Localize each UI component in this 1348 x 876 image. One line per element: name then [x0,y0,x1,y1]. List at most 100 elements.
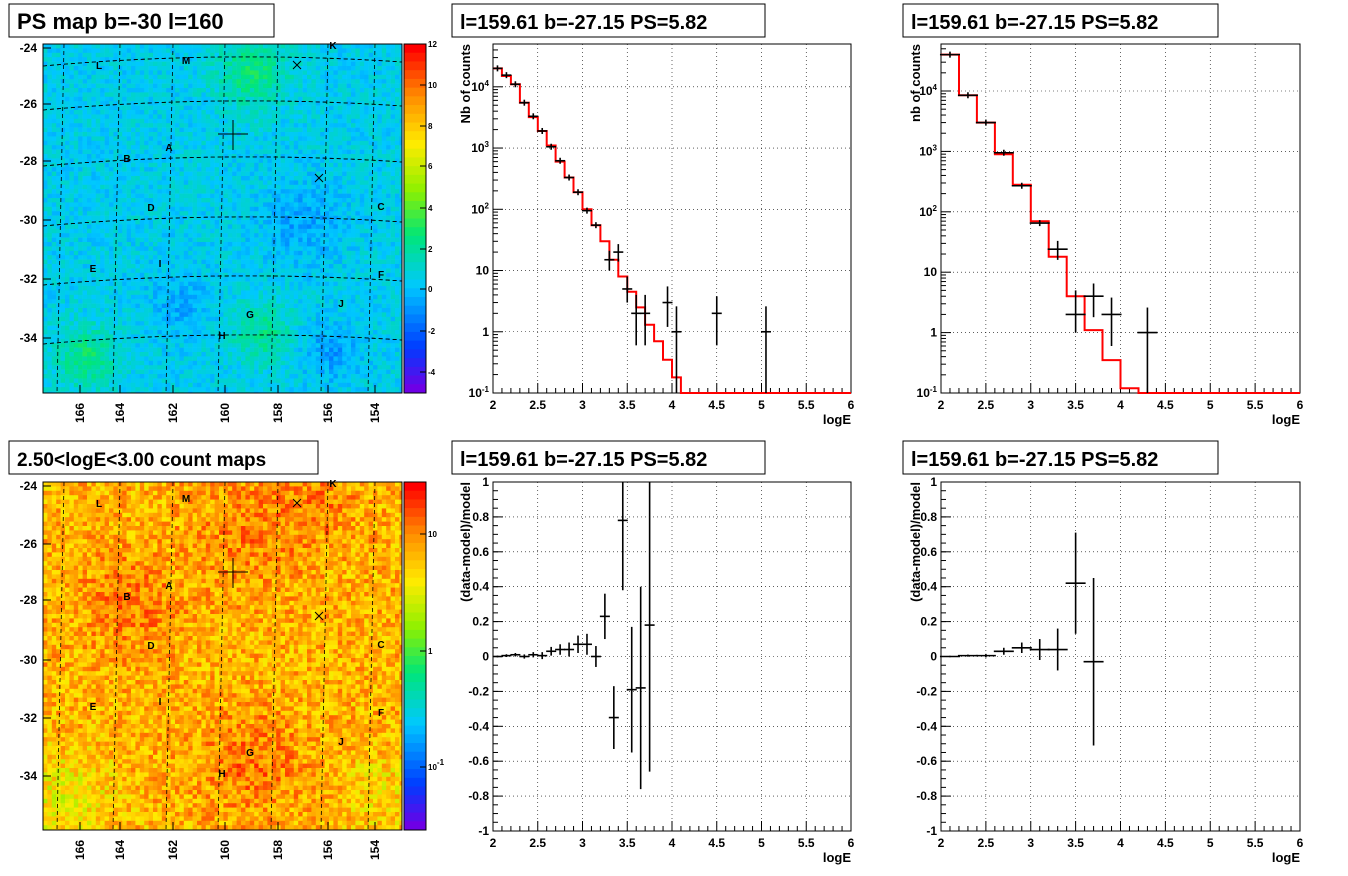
ps_map-pixel [43,206,48,212]
ps_map-pixel [179,110,185,115]
ps_map-pixel [263,162,268,168]
ps_map-pixel [192,281,198,287]
ps_map-pixel [271,250,277,256]
ps_map-pixel [271,215,277,221]
ps_map-pixel [60,211,66,216]
ps_map-pixel [245,123,251,128]
ps_map-pixel [223,334,229,340]
ps_map-pixel [91,96,97,102]
ps_map-pixel [280,79,286,84]
ps_map-pixel [73,365,79,370]
ps_map-pixel [227,215,233,221]
ps_map-pixel [227,299,233,304]
ps_map-pixel [166,242,171,247]
ps_map-pixel [192,149,198,155]
ps_map-pixel [56,158,61,164]
ps_map-pixel [258,268,264,274]
ps_map-pixel [267,74,273,80]
ps_map-pixel [161,74,167,80]
ps_map-pixel [249,334,255,340]
ps_map-pixel [197,114,202,120]
ps_map-pixel [122,48,127,54]
ps_map-pixel [51,299,57,304]
ps_map-pixel [241,303,246,309]
ps_map-pixel [232,211,237,216]
ps_map-pixel [245,220,251,225]
ps_map-pixel [271,360,277,366]
ps_map-pixel [95,202,101,208]
ps_map-pixel [122,369,127,375]
ps_map-pixel [113,281,119,287]
ps_map-pixel [201,365,207,370]
ps_map-pixel [87,96,92,102]
ps_map-pixel [144,180,149,186]
ps_map-pixel [210,149,215,155]
ps_map-pixel [47,281,53,287]
ps_map-pixel [135,330,141,335]
ps_map-pixel [201,176,207,181]
ps_map-pixel [192,105,198,111]
ps_map-pixel [249,180,255,186]
ps_map-pixel [232,281,237,287]
ps_map-pixel [95,70,101,76]
ps_map-pixel [144,303,149,309]
ps_map-pixel [47,193,53,199]
ps_map-pixel [241,224,246,230]
ps_map-pixel [311,255,317,260]
ps_map-pixel [197,74,202,80]
ps_map-pixel [166,132,171,137]
ps_map-pixel [166,114,171,120]
ps_map-pixel [78,158,83,164]
ps_map-pixel [157,303,163,309]
ps_map-pixel [271,330,277,335]
ps_map-pixel [65,312,70,318]
ps_map-pixel [175,132,180,137]
ps_map-pixel [82,61,88,67]
ps_map-pixel [183,57,189,62]
ps_map-pixel [135,334,141,340]
ps_map-pixel [113,193,119,199]
ps_map-pixel [78,88,83,93]
ps_map-pixel [43,171,48,177]
ps_map-pixel [126,382,132,388]
ps_map-pixel [122,74,127,80]
ps_map-pixel [232,184,237,190]
ps_map-pixel [104,330,110,335]
ps_map-pixel [166,136,171,142]
ps_map-pixel [254,198,259,203]
ps_map-pixel [263,255,268,260]
ps_map-pixel [302,92,308,98]
ps_map-pixel [293,334,299,340]
ps_map-pixel [100,61,105,67]
ps_map-pixel [95,233,101,238]
ps_map-pixel [122,114,127,120]
ps_map-pixel [179,224,185,230]
ps_map-pixel [188,294,193,300]
ps_map-pixel [170,321,176,326]
ps_map-pixel [43,74,48,80]
ps_map-pixel [285,88,290,93]
ps_map-pixel [236,382,242,388]
ps_map-pixel [183,356,189,362]
ps_map-pixel [100,264,105,269]
ps_map-pixel [126,176,132,181]
ps_map-pixel [87,79,92,84]
ps_map-pixel [280,57,286,62]
ps_map-pixel [144,325,149,331]
ps_map-pixel [183,171,189,177]
ps_map-pixel [170,154,176,159]
ps_map-pixel [267,294,273,300]
ps_map-pixel [139,391,145,394]
ps_map-pixel [144,215,149,221]
ps_map-pixel [100,303,105,309]
ps_map-pixel [214,242,220,247]
ps_map-pixel [241,79,246,84]
ps_map-pixel [56,57,61,62]
ps_map-pixel [258,277,264,282]
ps_map-pixel [210,387,215,392]
ps_map-pixel [65,228,70,234]
ps_map-pixel [51,79,57,84]
ps_map-pixel [302,303,308,309]
ps_map-pixel [60,70,66,76]
ps_map-pixel [267,330,273,335]
